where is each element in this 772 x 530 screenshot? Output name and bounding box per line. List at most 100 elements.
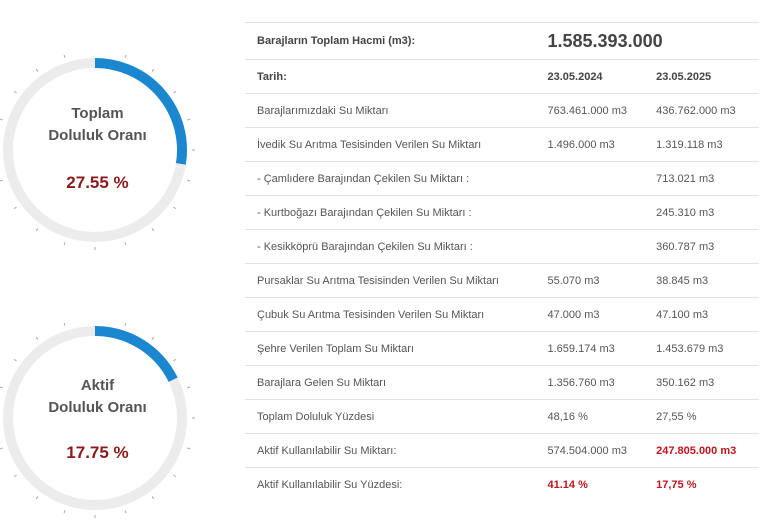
row-label: Barajlarımızdaki Su Miktarı: [245, 93, 536, 128]
gauge-tick: [151, 228, 155, 232]
total-volume-row: Barajların Toplam Hacmi (m3): 1.585.393.…: [245, 22, 759, 60]
row-value-2024: [535, 229, 645, 264]
gauge-tick: [124, 510, 127, 514]
table-row: - Kesikköprü Barajından Çekilen Su Mikta…: [245, 229, 759, 264]
total-fill-gauge-value: 27.55 %: [66, 173, 129, 192]
table-row: Pursaklar Su Arıtma Tesisinden Verilen S…: [245, 263, 759, 298]
row-value-2025: 1.319.118 m3: [644, 127, 759, 162]
row-value-2024: 1.496.000 m3: [535, 127, 645, 162]
row-label: - Çamlıdere Barajından Çekilen Su Miktar…: [245, 161, 536, 196]
active-fill-gauge-ring: [0, 323, 195, 518]
gauge-tick: [151, 336, 155, 340]
gauge-tick: [0, 386, 3, 389]
gauge-tick: [63, 323, 66, 326]
row-value-2024: 763.461.000 m3: [535, 93, 645, 128]
row-value-2025: 247.805.000 m3: [644, 433, 759, 468]
gauge-tick: [63, 242, 66, 246]
date-column-2: 23.05.2025: [644, 59, 759, 94]
gauge-fill-arc: [94, 326, 178, 383]
gauge-tick: [187, 386, 191, 389]
table-row: Şehre Verilen Toplam Su Miktarı 1.659.17…: [245, 331, 759, 366]
row-label: Toplam Doluluk Yüzdesi: [245, 399, 536, 434]
row-label: Aktif Kullanılabilir Su Miktarı:: [245, 433, 536, 468]
table-row: Aktif Kullanılabilir Su Yüzdesi: 41.14 %…: [245, 467, 759, 501]
gauge-tick: [124, 323, 127, 326]
gauge-tick: [124, 242, 127, 246]
gauge-tick: [35, 496, 39, 500]
gauge-tick: [173, 358, 177, 362]
date-column-1: 23.05.2024: [535, 59, 645, 94]
row-value-2025: 47.100 m3: [644, 297, 759, 332]
row-label: Aktif Kullanılabilir Su Yüzdesi:: [245, 467, 536, 501]
row-value-2024: 41.14 %: [535, 467, 645, 501]
total-fill-gauge-title: Toplam Doluluk Oranı: [0, 103, 195, 147]
gauge-title-line2: Doluluk Oranı: [48, 127, 147, 144]
gauge-tick: [63, 510, 66, 514]
row-value-2024: [535, 195, 645, 230]
row-label: - Kurtboğazı Barajından Çekilen Su Mikta…: [245, 195, 536, 230]
row-value-2024: 574.504.000 m3: [535, 433, 645, 468]
gauge-tick: [63, 55, 66, 58]
gauge-tick: [187, 118, 191, 121]
table-row: Barajlara Gelen Su Miktarı 1.356.760 m3 …: [245, 365, 759, 400]
gauge-tick: [13, 358, 17, 362]
row-label: Barajlara Gelen Su Miktarı: [245, 365, 536, 400]
row-value-2024: [535, 161, 645, 196]
gauge-fill-arc: [94, 58, 187, 165]
gauge-tick: [13, 90, 17, 94]
total-volume-label: Barajların Toplam Hacmi (m3):: [245, 22, 536, 60]
row-value-2025: 360.787 m3: [644, 229, 759, 264]
gauge-tick: [0, 447, 3, 450]
gauge-tick: [35, 68, 39, 72]
table-row: Aktif Kullanılabilir Su Miktarı: 574.504…: [245, 433, 759, 468]
active-fill-gauge: Aktif Doluluk Oranı 17.75 %: [0, 323, 200, 523]
total-fill-gauge: Toplam Doluluk Oranı 27.55 %: [0, 55, 200, 255]
gauge-tick: [124, 55, 127, 58]
row-value-2025: 38.845 m3: [644, 263, 759, 298]
table-row: Çubuk Su Arıtma Tesisinden Verilen Su Mi…: [245, 297, 759, 332]
row-value-2024: 55.070 m3: [535, 263, 645, 298]
total-volume-value: 1.585.393.000: [535, 22, 759, 60]
date-label: Tarih:: [245, 59, 536, 94]
gauge-title-line1: Aktif: [80, 377, 115, 394]
active-fill-gauge-value: 17.75 %: [66, 443, 129, 462]
row-value-2024: 1.659.174 m3: [535, 331, 645, 366]
table-row: - Kurtboğazı Barajından Çekilen Su Mikta…: [245, 195, 759, 230]
row-value-2024: 1.356.760 m3: [535, 365, 645, 400]
gauge-tick: [13, 474, 17, 478]
date-header-row: Tarih: 23.05.2024 23.05.2025: [245, 59, 759, 94]
table-row: Toplam Doluluk Yüzdesi 48,16 % 27,55 %: [245, 399, 759, 434]
table-row: - Çamlıdere Barajından Çekilen Su Miktar…: [245, 161, 759, 196]
row-label: Pursaklar Su Arıtma Tesisinden Verilen S…: [245, 263, 536, 298]
dam-statistics-table: Barajların Toplam Hacmi (m3): 1.585.393.…: [245, 22, 759, 501]
row-label: Şehre Verilen Toplam Su Miktarı: [245, 331, 536, 366]
row-value-2025: 1.453.679 m3: [644, 331, 759, 366]
gauge-tick: [0, 179, 3, 182]
gauge-tick: [187, 179, 191, 182]
gauge-tick: [151, 68, 155, 72]
gauge-tick: [173, 90, 177, 94]
gauge-tick: [35, 336, 39, 340]
gauge-title-line2: Doluluk Oranı: [48, 399, 147, 416]
row-value-2025: 713.021 m3: [644, 161, 759, 196]
row-label: Çubuk Su Arıtma Tesisinden Verilen Su Mi…: [245, 297, 536, 332]
row-value-2025: 245.310 m3: [644, 195, 759, 230]
row-value-2025: 436.762.000 m3: [644, 93, 759, 128]
gauge-tick: [187, 447, 191, 450]
table-row: Barajlarımızdaki Su Miktarı 763.461.000 …: [245, 93, 759, 128]
row-label: İvedik Su Arıtma Tesisinden Verilen Su M…: [245, 127, 536, 162]
row-value-2024: 47.000 m3: [535, 297, 645, 332]
gauge-tick: [173, 206, 177, 210]
gauge-title-line1: Toplam: [71, 105, 124, 122]
active-fill-gauge-title: Aktif Doluluk Oranı: [0, 375, 195, 419]
gauge-tick: [35, 228, 39, 232]
table-row: İvedik Su Arıtma Tesisinden Verilen Su M…: [245, 127, 759, 162]
row-value-2024: 48,16 %: [535, 399, 645, 434]
gauge-tick: [0, 118, 3, 121]
gauge-tick: [13, 206, 17, 210]
row-value-2025: 27,55 %: [644, 399, 759, 434]
gauge-tick: [151, 496, 155, 500]
gauge-tick: [173, 474, 177, 478]
row-value-2025: 350.162 m3: [644, 365, 759, 400]
total-fill-gauge-ring: [0, 55, 195, 250]
